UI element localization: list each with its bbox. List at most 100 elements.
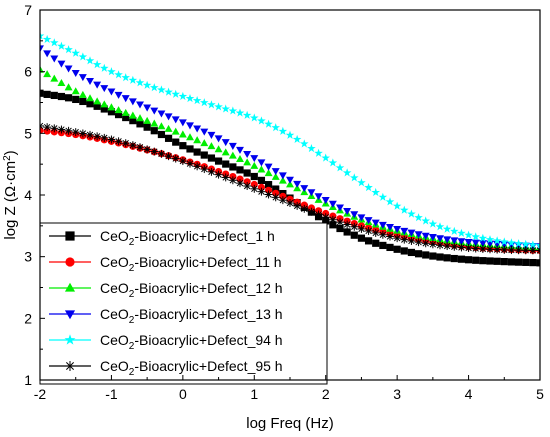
star-marker (214, 102, 223, 111)
square-marker (486, 257, 494, 265)
triangle-down-marker (500, 241, 509, 249)
asterisk-marker (43, 123, 52, 132)
asterisk-marker (328, 215, 337, 224)
star-marker (350, 173, 359, 182)
asterisk-marker (71, 128, 80, 137)
square-marker (143, 123, 151, 131)
square-marker (500, 258, 508, 266)
square-marker (343, 228, 351, 236)
asterisk-marker (464, 244, 473, 252)
triangle-down-marker (471, 239, 480, 247)
triangle-down-marker (371, 219, 380, 227)
star-marker (471, 232, 480, 241)
star-marker (307, 143, 316, 153)
triangle-up-marker (271, 172, 280, 180)
legend-entry: CeO2-Bioacrylic+Defect_94 h (49, 332, 283, 352)
square-marker (122, 113, 130, 122)
asterisk-marker (171, 154, 180, 163)
star-marker (40, 31, 45, 40)
triangle-up-marker (236, 154, 244, 163)
axis-ticks: -2 -1 0 1 2 3 4 5 1 2 3 4 5 6 7 (24, 2, 544, 402)
triangle-down-marker (278, 172, 287, 180)
asterisk-marker (493, 245, 502, 254)
triangle-up-marker (114, 106, 123, 114)
x-tick-label: 4 (465, 386, 473, 402)
triangle-up-marker (214, 145, 223, 153)
asterisk-marker (293, 201, 302, 210)
triangle-down-marker (271, 168, 280, 176)
star-marker (371, 187, 380, 197)
legend-entry: CeO2-Bioacrylic+Defect_1 h (49, 228, 275, 248)
square-marker (436, 253, 444, 261)
star-marker (321, 153, 330, 162)
square-marker (43, 90, 51, 98)
triangle-down-marker (157, 110, 166, 118)
y-tick-label: 5 (24, 125, 32, 141)
square-marker (157, 130, 166, 139)
triangle-up-marker (128, 111, 137, 119)
asterisk-marker (443, 242, 452, 251)
asterisk-marker (228, 176, 237, 185)
asterisk-marker (314, 210, 323, 219)
triangle-up-marker (57, 79, 66, 87)
series-4 (40, 45, 540, 251)
triangle-down-marker (236, 146, 244, 154)
star-marker (442, 224, 452, 233)
asterisk-marker (236, 179, 244, 188)
legend-entry: CeO2-Bioacrylic+Defect_11 h (49, 254, 282, 274)
square-marker (472, 256, 480, 264)
asterisk-marker (307, 207, 316, 216)
square-marker (229, 163, 237, 171)
circle-marker (250, 180, 258, 189)
star-marker (228, 106, 238, 115)
star-marker (285, 130, 295, 139)
square-marker (65, 231, 75, 241)
asterisk-marker (128, 141, 137, 150)
triangle-up-marker (278, 176, 287, 184)
triangle-down-marker (221, 139, 230, 147)
triangle-down-marker (178, 119, 187, 127)
series-6 (40, 121, 540, 255)
triangle-down-marker (400, 227, 409, 235)
triangle-up-marker (186, 133, 194, 141)
triangle-down-marker (186, 122, 194, 130)
asterisk-marker (136, 143, 144, 152)
asterisk-marker (393, 234, 402, 243)
star-marker (457, 228, 466, 237)
square-marker (129, 117, 137, 125)
star-marker (235, 108, 245, 117)
square-marker (40, 89, 44, 97)
triangle-up-marker (157, 122, 166, 130)
asterisk-marker (64, 126, 73, 135)
square-marker (364, 237, 373, 245)
square-marker (507, 258, 516, 266)
x-tick-label: 1 (250, 386, 258, 402)
triangle-down-marker (93, 81, 102, 89)
square-marker (186, 145, 194, 153)
x-tick-label: 0 (179, 386, 187, 402)
asterisk-marker (100, 133, 109, 142)
asterisk-marker (150, 147, 159, 156)
triangle-up-marker (207, 142, 216, 150)
star-marker (414, 213, 423, 222)
square-marker (193, 148, 201, 156)
asterisk-marker (164, 152, 173, 161)
star-marker (221, 104, 230, 113)
triangle-down-marker (428, 234, 437, 242)
triangle-down-marker (343, 207, 352, 215)
triangle-up-marker (107, 103, 116, 111)
triangle-up-marker (171, 127, 180, 135)
square-marker (214, 157, 223, 165)
square-marker (357, 234, 366, 242)
triangle-up-marker (78, 90, 87, 98)
asterisk-marker (378, 230, 387, 239)
asterisk-marker (157, 149, 166, 158)
star-marker (171, 89, 180, 98)
square-marker (86, 100, 94, 108)
asterisk-marker (250, 184, 259, 193)
asterisk-marker (57, 125, 66, 134)
star-marker (242, 110, 252, 119)
triangle-up-marker (64, 282, 76, 292)
triangle-down-marker (386, 224, 394, 232)
